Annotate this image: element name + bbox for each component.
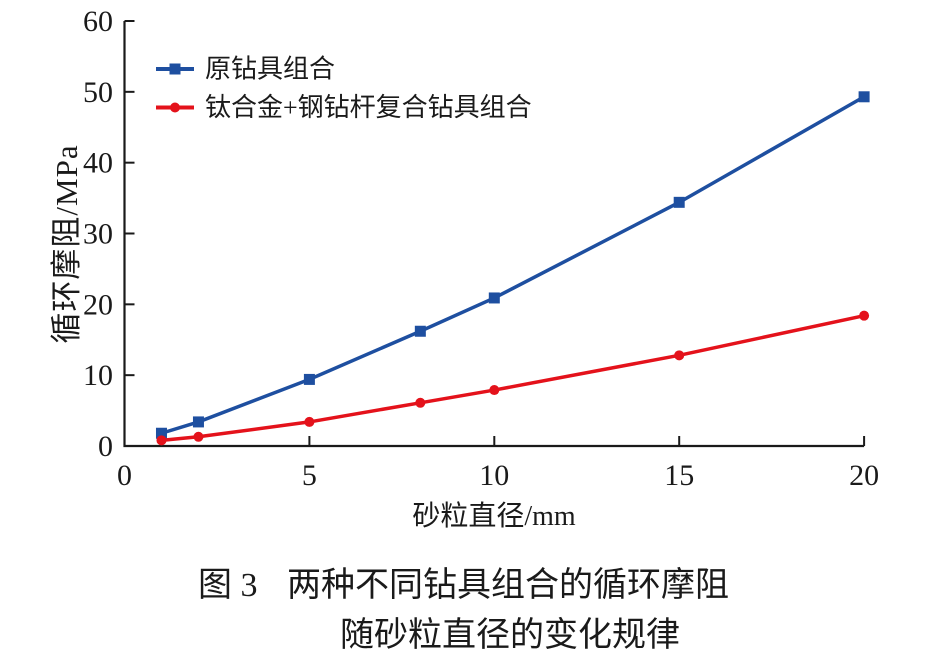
series-2-marker xyxy=(304,416,315,427)
y-axis-title: 循环摩阻/MPa xyxy=(49,144,84,343)
x-axis-tick-label: 10 xyxy=(479,459,509,492)
series-2-marker xyxy=(489,385,500,396)
y-axis-tick-label: 40 xyxy=(83,147,113,180)
y-axis-tick-label: 10 xyxy=(83,359,113,392)
series-2-marker xyxy=(859,310,870,321)
y-axis-tick-label: 60 xyxy=(83,5,113,38)
figure-caption-line1: 两种不同钻具组合的循环摩阻 xyxy=(287,567,729,604)
y-axis-tick-label: 50 xyxy=(83,76,113,109)
x-axis-tick-label: 15 xyxy=(664,459,694,492)
legend-marker-1 xyxy=(169,63,181,75)
x-axis-title: 砂粒直径/mm xyxy=(412,500,576,532)
y-axis-tick-label: 0 xyxy=(98,430,113,463)
line-chart: 0 10 20 30 40 50 60 0 5 10 15 20 砂粒直径/mm 循环摩阻/MPa 原钻具组… xyxy=(49,5,879,532)
figure-caption-line2: 随砂粒直径的变化规律 xyxy=(340,617,680,654)
series-1-marker xyxy=(155,427,167,439)
axis-spines xyxy=(123,21,865,448)
series-1-marker xyxy=(673,196,685,208)
series-2-marker xyxy=(193,431,204,442)
x-axis-tick-label: 5 xyxy=(302,459,317,492)
y-axis-tick-label: 30 xyxy=(83,218,113,251)
legend-marker-2 xyxy=(170,102,180,113)
figure-caption-label: 图 3 xyxy=(198,567,258,604)
series-1-marker xyxy=(192,416,204,428)
series-1-marker xyxy=(414,325,426,337)
series-2-marker xyxy=(674,350,685,361)
legend-label-1: 原钻具组合 xyxy=(205,55,335,84)
x-axis-tick-label: 0 xyxy=(117,459,132,492)
x-axis-tick-label: 20 xyxy=(849,459,879,492)
series-line-1 xyxy=(160,95,865,435)
series-1-marker xyxy=(858,91,870,103)
series-line-2 xyxy=(161,313,865,443)
legend-label-2: 钛合金+钢钻杆复合钻具组合 xyxy=(205,93,532,122)
y-axis-tick-label: 20 xyxy=(83,288,113,321)
series-1-marker xyxy=(488,292,500,304)
series-2-marker xyxy=(156,435,167,446)
series-1-marker xyxy=(303,373,315,385)
series-2-marker xyxy=(415,397,426,408)
